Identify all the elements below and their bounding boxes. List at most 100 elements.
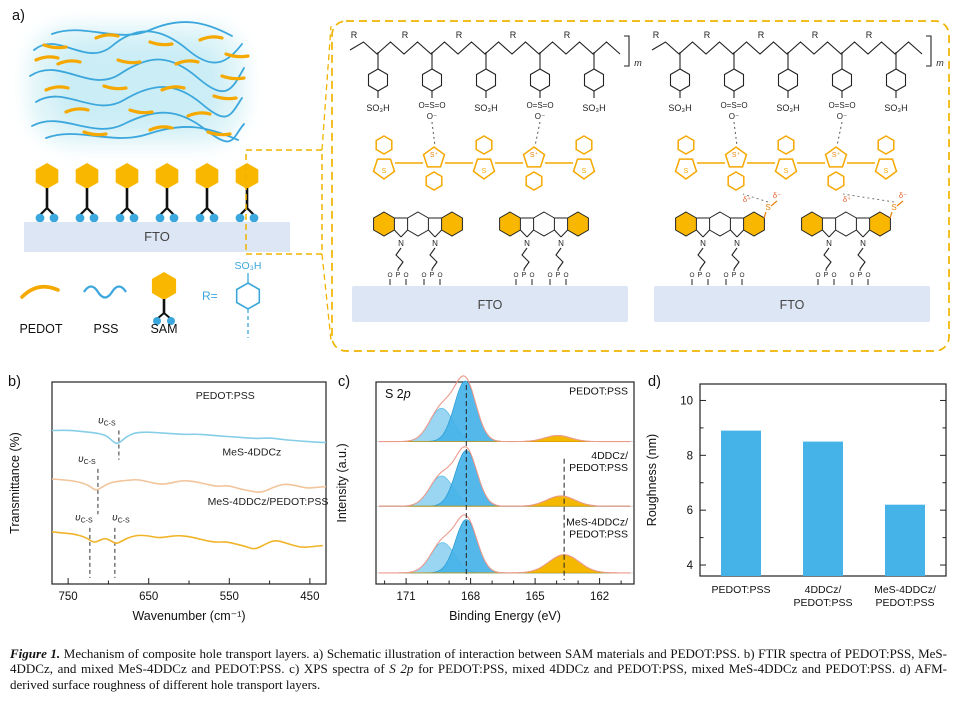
s-s-interaction-line	[842, 193, 895, 203]
pedot-segment	[102, 84, 128, 91]
pedot-segment	[128, 108, 154, 115]
svg-text:O: O	[705, 272, 710, 279]
pedot-segment	[212, 94, 238, 101]
svg-text:O: O	[739, 272, 744, 279]
x-tick-label: 162	[590, 591, 609, 603]
delta-plus-label: δ⁺	[743, 195, 751, 204]
svg-text:N: N	[700, 239, 706, 248]
o-minus-label: O⁻	[427, 112, 437, 121]
svg-text:S: S	[784, 168, 789, 175]
s2p-label: S 2p	[385, 387, 411, 401]
xps-spectra-chart: 171 168 165 162PEDOT:PSS4DDCz/PEDOT:PSSMeS-…	[335, 375, 635, 623]
s-plus-label: S⁺	[430, 151, 439, 159]
panel-c-label: c)	[338, 374, 351, 390]
roughness-bar-2	[885, 504, 925, 576]
pss-chain	[51, 21, 233, 37]
svg-text:N: N	[558, 239, 564, 248]
pedot-thiophene-ring	[572, 158, 596, 180]
legend-pedot-label: PEDOT	[19, 322, 62, 336]
svg-text:N: N	[524, 239, 530, 248]
svg-text:O: O	[529, 272, 534, 279]
category-label: PEDOT:PSS	[712, 584, 771, 596]
svg-text:N: N	[860, 239, 866, 248]
o-minus-label: O⁻	[837, 112, 847, 121]
s-plus-label: S⁺	[732, 151, 741, 159]
so3h-label: SO₃H	[884, 103, 907, 113]
pedot-thiophene-ring	[472, 158, 496, 180]
pss-chain	[29, 58, 245, 92]
svg-text:m: m	[936, 58, 944, 68]
delta-plus-label: δ⁺	[843, 195, 851, 204]
svg-text:R: R	[653, 30, 660, 40]
s-plus-label: S⁺	[832, 151, 841, 159]
x-tick-label: 171	[397, 591, 416, 603]
mes-sulfur-label: S	[891, 203, 896, 212]
y-axis-title: Transmittance (%)	[8, 432, 22, 534]
svg-text:O: O	[689, 272, 694, 279]
pedot-segment	[174, 59, 200, 66]
spectrum-label: PEDOT:PSS	[569, 462, 628, 474]
svg-text:R: R	[564, 30, 571, 40]
pss-benzene-ring	[475, 68, 497, 92]
sam-molecule	[115, 163, 139, 223]
svg-text:R: R	[402, 30, 409, 40]
sam-molecule	[235, 163, 259, 223]
x-tick-label: 750	[59, 591, 78, 603]
pedot-segment	[64, 107, 90, 114]
sulfonate-label: O=S=O	[720, 101, 747, 110]
x-tick-label: 650	[139, 591, 158, 603]
svg-text:R: R	[510, 30, 517, 40]
pss-benzene-ring	[885, 68, 907, 92]
legend-so3h-label: SO₃H	[234, 260, 261, 272]
spectrum-label: PEDOT:PSS	[569, 385, 628, 397]
xps-component-peak	[379, 542, 631, 574]
pedot-segment	[44, 85, 70, 92]
svg-text:N: N	[432, 239, 438, 248]
pss-chain	[33, 30, 243, 64]
pedot-segment	[186, 111, 212, 118]
category-label: PEDOT:PSS	[876, 597, 935, 609]
roughness-bar-1	[803, 441, 843, 576]
ftir-curve	[51, 429, 327, 445]
fto-label: FTO	[780, 298, 805, 312]
svg-text:R: R	[456, 30, 463, 40]
svg-text:R: R	[704, 30, 711, 40]
svg-text:P: P	[824, 272, 829, 279]
fto-substrate	[654, 286, 930, 322]
fto-substrate	[352, 286, 628, 322]
x-tick-label: 550	[220, 591, 239, 603]
svg-text:P: P	[430, 272, 435, 279]
electrostatic-interaction-line	[534, 121, 541, 147]
pss-benzene-ring	[367, 68, 389, 92]
pedot-thiophene-ring	[824, 146, 848, 168]
pedot-segment	[116, 58, 142, 65]
pss-benzene-ring	[723, 68, 745, 92]
svg-text:O: O	[831, 272, 836, 279]
sulfonate-label: O=S=O	[828, 101, 855, 110]
sam-molecule	[35, 163, 59, 223]
pedot-segment	[56, 59, 82, 66]
svg-text:P: P	[698, 272, 703, 279]
svg-text:O: O	[563, 272, 568, 279]
mes-sulfur-label: S	[765, 203, 770, 212]
pedot-thiophene-ring	[422, 146, 446, 168]
legend-r-label: R=	[202, 289, 218, 303]
delta-minus-label: δ⁻	[899, 191, 907, 200]
svg-text:S: S	[684, 168, 689, 175]
pss-benzene-ring	[583, 68, 605, 92]
sam-molecule	[195, 163, 219, 223]
x-tick-label: 450	[300, 591, 319, 603]
xps-component-peak	[379, 475, 631, 507]
y-tick-label: 6	[687, 505, 693, 517]
svg-text:P: P	[556, 272, 561, 279]
svg-text:O: O	[865, 272, 870, 279]
zoom-box-border	[331, 20, 950, 352]
delta-minus-label: δ⁻	[773, 191, 781, 200]
svg-text:R: R	[866, 30, 873, 40]
svg-text:N: N	[826, 239, 832, 248]
svg-text:S: S	[582, 168, 587, 175]
fto-label-main: FTO	[144, 229, 170, 244]
pedot-thiophene-ring	[674, 158, 698, 180]
pedot-segment	[206, 130, 232, 137]
y-tick-label: 10	[680, 395, 693, 407]
